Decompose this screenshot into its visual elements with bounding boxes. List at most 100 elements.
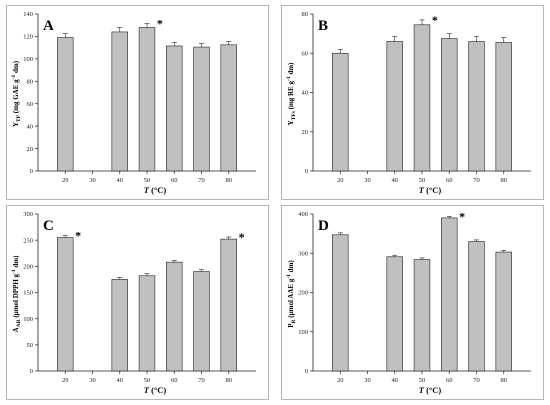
bar-d-40 (386, 256, 403, 372)
svg-text:PR (µmol AAE g-1 dm): PR (µmol AAE g-1 dm) (286, 260, 297, 328)
bar-a-50 (138, 27, 156, 172)
x-tick-label-b: 20 (337, 177, 344, 184)
chart-svg-d: D PR (µmol AAE g-1 dm) T (°C) 0 100 200 300… (286, 209, 531, 395)
bar-c-20 (57, 237, 74, 372)
x-tick-label-d: 20 (337, 377, 344, 384)
y-tick-label-a: 20 (27, 146, 34, 153)
x-tick-label-d: 30 (364, 377, 371, 384)
svg-text:AAR (µmol DPPH g-1 dm): AAR (µmol DPPH g-1 dm) (11, 255, 22, 333)
x-tick-label-c: 40 (117, 377, 124, 384)
y-tick-label-d: 200 (298, 290, 308, 297)
bar-b-20 (332, 52, 349, 172)
y-tick-label-b: 0 (305, 168, 308, 175)
y-tick-label-d: 100 (298, 329, 308, 336)
significance-star-d: * (459, 209, 465, 223)
chart-panel-a: A YTP (mg GAE g-1 dm) T (°C) 0 20 40 60 80 10… (6, 5, 269, 200)
x-tick-label-c: 60 (171, 377, 178, 384)
chart-svg-a: A YTP (mg GAE g-1 dm) T (°C) 0 20 40 60 80 10… (11, 11, 256, 195)
significance-star-c: * (75, 229, 81, 243)
y-tick-label-b: 60 (302, 50, 309, 57)
bar-b-40 (386, 41, 403, 172)
y-tick-label-d: 400 (298, 211, 308, 218)
panel-label-a: A (43, 18, 54, 34)
y-tick-label-a: 40 (27, 123, 34, 130)
x-tick-label-d: 40 (392, 377, 399, 384)
bar-b-70 (468, 41, 485, 172)
plot-area-c: 0 50 100 150 200 250 300 20 30 40 50 60 70 80 * * (23, 211, 256, 384)
y-tick-label-c: 50 (27, 342, 34, 349)
plot-area-a: 0 20 40 60 80 100 120 140 20 30 40 50 60 70 80 * (23, 11, 256, 184)
panel-label-b: B (318, 18, 328, 34)
y-axis-label-b: YTFs (mg RE g-1 dm) (286, 62, 297, 125)
y-tick-label-a: 100 (23, 56, 33, 63)
y-tick-label-d: 0 (305, 368, 308, 375)
x-tick-label-a: 40 (117, 177, 124, 184)
y-tick-label-a: 80 (27, 78, 34, 85)
svg-text:YTP (mg GAE g-1 dm): YTP (mg GAE g-1 dm) (11, 60, 22, 127)
x-tick-label-a: 70 (198, 177, 205, 184)
y-tick-label-a: 140 (23, 11, 33, 18)
x-tick-label-d: 70 (473, 377, 480, 384)
x-axis-label-d: T (°C) (419, 385, 442, 395)
y-tick-label-b: 20 (302, 129, 309, 136)
bar-d-50 (413, 259, 431, 372)
panel-label-d: D (318, 218, 329, 234)
bar-c-80 (220, 238, 237, 372)
panel-label-c: C (43, 218, 54, 234)
x-tick-label-c: 80 (226, 377, 233, 384)
svg-text:YTFs (mg RE g-1 dm): YTFs (mg RE g-1 dm) (286, 62, 297, 125)
x-tick-label-b: 60 (446, 177, 453, 184)
x-axis-label-c: T (°C) (144, 385, 167, 395)
y-tick-label-b: 40 (302, 90, 309, 97)
bar-d-80 (495, 251, 512, 372)
x-tick-label-d: 80 (501, 377, 508, 384)
significance-star-b: * (432, 13, 438, 27)
y-axis-label-a: YTP (mg GAE g-1 dm) (11, 60, 22, 127)
y-tick-label-b: 80 (302, 11, 309, 18)
x-tick-label-c: 30 (89, 377, 96, 384)
chart-svg-c: C AAR (µmol DPPH g-1 dm) T (°C) 0 50 100 15… (11, 211, 256, 395)
x-tick-label-c: 50 (144, 377, 151, 384)
y-axis-label-c: AAR (µmol DPPH g-1 dm) (11, 255, 22, 333)
x-tick-label-b: 80 (501, 177, 508, 184)
bar-d-60 (441, 217, 458, 372)
bar-c-40 (111, 279, 128, 372)
y-tick-label-a: 60 (27, 101, 34, 108)
y-tick-label-a: 0 (30, 168, 33, 175)
x-tick-label-a: 30 (89, 177, 96, 184)
x-tick-label-c: 20 (62, 377, 69, 384)
significance-star-c: * (239, 230, 245, 244)
y-tick-label-c: 0 (30, 368, 33, 375)
x-tick-label-b: 50 (419, 177, 426, 184)
x-tick-label-b: 40 (392, 177, 399, 184)
bar-b-60 (441, 38, 458, 172)
bar-a-80 (220, 44, 237, 172)
x-tick-label-d: 60 (446, 377, 453, 384)
plot-area-b: 0 20 40 60 80 20 30 40 50 60 70 80 * (302, 11, 531, 184)
bar-a-20 (57, 37, 74, 172)
y-tick-label-a: 120 (23, 34, 33, 41)
x-axis-label-a: T (°C) (144, 185, 167, 195)
bar-b-50 (413, 24, 431, 172)
bar-b-80 (495, 42, 512, 172)
x-tick-label-a: 50 (144, 177, 151, 184)
bar-a-40 (111, 31, 128, 172)
y-tick-label-c: 200 (23, 264, 33, 271)
chart-panel-d: D PR (µmol AAE g-1 dm) T (°C) 0 100 200 300… (281, 205, 544, 400)
y-tick-label-d: 300 (298, 250, 308, 257)
x-tick-label-b: 30 (364, 177, 371, 184)
bar-a-60 (166, 45, 183, 172)
y-axis-label-d: PR (µmol AAE g-1 dm) (286, 260, 297, 328)
plot-area-d: 0 100 200 300 400 20 30 40 50 60 70 80 * (298, 209, 531, 384)
bar-d-20 (332, 234, 349, 372)
chart-panel-c: C AAR (µmol DPPH g-1 dm) T (°C) 0 50 100 15… (6, 205, 269, 400)
x-axis-label-b: T (°C) (419, 185, 442, 195)
x-tick-label-c: 70 (198, 377, 205, 384)
bar-c-70 (193, 271, 210, 372)
bar-a-70 (193, 46, 210, 172)
x-tick-label-a: 80 (226, 177, 233, 184)
y-tick-label-c: 100 (23, 316, 33, 323)
x-tick-label-d: 50 (419, 377, 426, 384)
bar-c-60 (166, 261, 183, 372)
x-tick-label-a: 20 (62, 177, 69, 184)
